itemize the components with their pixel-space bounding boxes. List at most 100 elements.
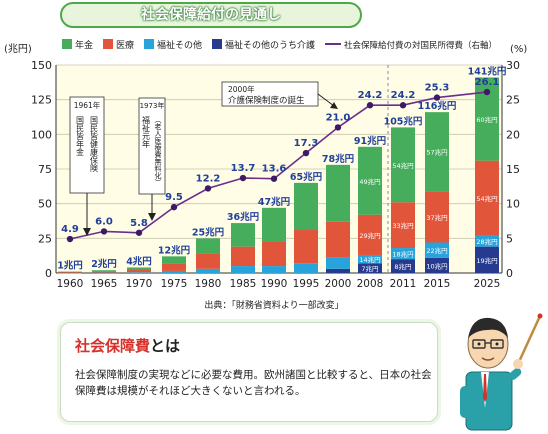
bar-segment-welfare: [475, 235, 499, 247]
bar-segment-medical: [425, 191, 449, 243]
x-tick-label: 1985: [230, 278, 257, 290]
bar-segment-care: [425, 257, 449, 273]
ratio-point: [204, 185, 212, 192]
y2-tick-label: 0: [506, 267, 513, 280]
bar-segment-medical: [391, 202, 415, 249]
bar-segment-care: [326, 268, 350, 273]
y2-tick-label: 25: [506, 94, 520, 107]
y-tick-label: 0: [45, 267, 52, 280]
ratio-label: 17.3: [294, 138, 319, 149]
segment-label-care: 19兆円: [476, 256, 497, 265]
ratio-label: 5.8: [130, 218, 148, 229]
x-tick-label: 1975: [161, 278, 188, 290]
bar-total-label: 4兆円: [126, 255, 152, 267]
explanation-heading: 社会保障費とは: [75, 335, 180, 356]
bar-segment-welfare: [391, 248, 415, 260]
ratio-label: 21.0: [326, 112, 351, 123]
bar-total-label: 65兆円: [290, 171, 322, 183]
ratio-point: [239, 174, 247, 182]
legend-label: 福祉その他: [157, 39, 202, 51]
segment-label-welfare: 18兆円: [392, 250, 413, 259]
bar-segment-welfare: [231, 266, 255, 273]
bar-total-label: 47兆円: [258, 196, 290, 208]
ratio-point: [170, 203, 178, 211]
bar-segment-welfare: [425, 242, 449, 258]
bar-segment-welfare: [58, 272, 82, 274]
annotation-year: 2000年: [228, 84, 255, 94]
legend-label: 年金: [75, 39, 93, 51]
segment-label-welfare: 14兆円: [359, 255, 380, 264]
ratio-label: 4.9: [61, 224, 79, 235]
x-tick-label: 2015: [424, 278, 451, 290]
segment-label-care: 7兆円: [361, 264, 378, 273]
bar-segment-welfare: [127, 272, 151, 273]
bar-total-label: 25兆円: [192, 226, 224, 238]
annotation-text: （老人医療費無料化）: [154, 116, 162, 186]
x-tick-label: 2008: [357, 278, 384, 290]
bar-segment-welfare: [262, 266, 286, 273]
source-note: 出典：「財務省資料より一部改変」: [204, 301, 344, 311]
segment-label-care: 10兆円: [426, 261, 447, 270]
segment-label-pension: 54兆円: [392, 161, 413, 170]
bar-segment-care: [391, 259, 415, 273]
bar-segment-care: [358, 263, 382, 273]
ratio-point: [366, 102, 374, 109]
legend-swatch: [212, 39, 222, 49]
title-banner: 社会保障給付の見通し: [60, 2, 362, 28]
explanation-panel: 社会保障費とは 社会保障制度の実現などに必要な費用。欧州諸国と比較すると、日本の…: [60, 322, 438, 422]
x-tick-label: 1960: [57, 278, 84, 290]
bar-segment-medical: [262, 241, 286, 267]
x-tick-label: 2025: [474, 278, 501, 290]
teacher-illustration: [460, 313, 543, 431]
y-tick-label: 150: [31, 59, 52, 72]
bar-total-label: 116兆円: [418, 100, 457, 112]
annotation-box: [138, 97, 166, 195]
bar-segment-pension: [425, 112, 449, 192]
bar-segment-pension: [326, 164, 350, 222]
x-tick-label: 2000: [325, 278, 352, 290]
annotation-year: 1973年: [140, 101, 165, 110]
y2-tick-label: 20: [506, 128, 520, 141]
segment-label-medical: 29兆円: [359, 231, 380, 240]
ratio-point: [135, 229, 143, 236]
bar-segment-pension: [391, 127, 415, 203]
y2-axis-unit: (%): [510, 44, 527, 55]
bar-total-label: 12兆円: [158, 244, 190, 256]
bar-total-label: 141兆円: [468, 65, 507, 77]
legend-label: 医療: [116, 39, 134, 51]
x-tick-label: 1980: [195, 278, 222, 290]
bar-segment-pension: [58, 271, 82, 273]
bar-segment-welfare: [358, 254, 382, 264]
annotation-arrowhead: [83, 228, 91, 236]
bar-segment-care: [475, 246, 499, 273]
bar-total-label: 1兆円: [57, 260, 83, 272]
bar-total-label: 36兆円: [227, 211, 259, 223]
bar-segment-medical: [358, 214, 382, 255]
segment-label-medical: 54兆円: [476, 194, 497, 203]
x-tick-label: 1965: [91, 278, 118, 290]
legend-swatch: [144, 39, 154, 49]
y2-tick-label: 5: [506, 232, 513, 245]
ratio-label: 24.2: [358, 90, 383, 101]
bar-segment-pension: [127, 267, 151, 270]
annotation-arrowhead: [148, 213, 156, 221]
annotation-box: [69, 96, 105, 194]
segment-label-welfare: 22兆円: [426, 246, 447, 255]
bar-segment-medical: [127, 269, 151, 273]
y-tick-label: 100: [31, 128, 52, 141]
bar-segment-medical: [162, 263, 186, 271]
annotation-text: 介護保険制度の誕生: [228, 95, 305, 106]
ratio-label: 9.5: [165, 192, 183, 203]
ratio-point: [483, 88, 491, 96]
segment-label-care: 8兆円: [394, 262, 411, 271]
bar-segment-medical: [294, 230, 318, 264]
bar-segment-pension: [358, 146, 382, 215]
segment-label-welfare: 28兆円: [476, 237, 497, 246]
bar-total-label: 2兆円: [91, 258, 117, 270]
bar-segment-pension: [262, 207, 286, 242]
y-tick-label: 50: [38, 198, 52, 211]
bar-segment-welfare: [196, 268, 220, 273]
bar-segment-medical: [475, 160, 499, 236]
bar-segment-pension: [294, 182, 318, 231]
